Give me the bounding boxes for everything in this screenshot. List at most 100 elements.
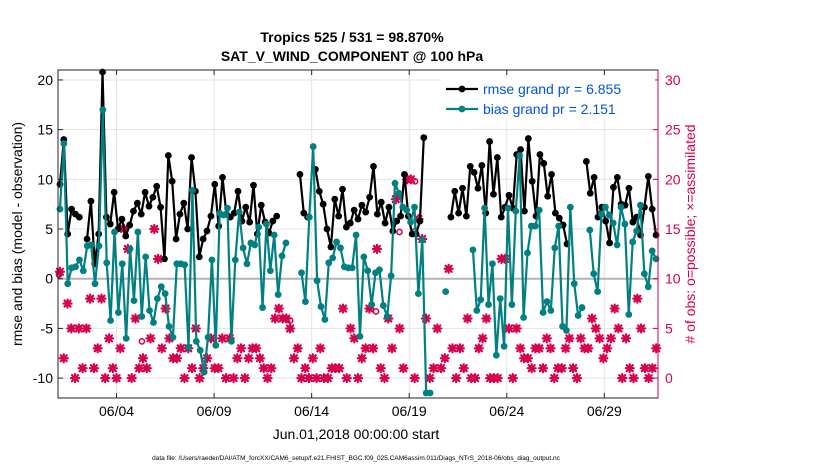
bias-point: [391, 179, 399, 187]
rmse-point: [377, 198, 385, 206]
bias-point: [333, 238, 340, 246]
bias-point: [79, 267, 87, 275]
rmse-point: [540, 160, 548, 167]
obs-assimilated-marker: [356, 353, 367, 364]
rmse-point: [544, 192, 552, 200]
rmse-point: [354, 215, 362, 223]
obs-assimilated-marker: [454, 343, 466, 354]
obs-assimilated-marker: [409, 373, 420, 384]
rmse-point: [250, 181, 257, 189]
rmse-point: [486, 138, 494, 145]
obs-assimilated-marker: [141, 363, 152, 374]
rmse-point: [462, 212, 470, 220]
rmse-point: [582, 158, 590, 165]
obs-assimilated-marker: [345, 323, 356, 334]
bias-point: [64, 280, 72, 288]
bias-point: [539, 309, 547, 316]
obs-assimilated-marker: [469, 373, 481, 384]
bias-point: [150, 319, 157, 326]
obs-assimilated-marker: [507, 373, 518, 384]
rmse-point: [493, 154, 501, 161]
rmse-point: [455, 209, 463, 217]
obs-assimilated-marker: [152, 253, 164, 264]
rmse-point: [110, 188, 118, 196]
obs-assimilated-marker: [262, 373, 273, 384]
bias-point: [235, 208, 243, 216]
rmse-point: [548, 170, 555, 178]
obs-assimilated-marker: [100, 373, 111, 384]
bias-point: [531, 222, 539, 230]
rmse-point: [195, 253, 203, 261]
rmse-point: [602, 217, 610, 225]
rmse-point: [315, 187, 323, 195]
obs-assimilated-marker: [77, 363, 88, 374]
rmse-point: [219, 173, 226, 181]
bias-point: [204, 333, 212, 341]
bias-point: [563, 327, 570, 334]
obs-assimilated-marker: [103, 333, 115, 344]
rmse-point: [366, 193, 374, 201]
obs-assimilated-marker: [334, 363, 345, 374]
bias-point: [637, 201, 644, 209]
x-tick-label: 06/19: [392, 403, 427, 419]
bias-point: [274, 291, 282, 299]
y-tick-label-right: 0: [665, 370, 673, 386]
rmse-point: [362, 208, 370, 216]
rmse-point: [358, 201, 366, 209]
bias-point: [492, 351, 500, 359]
obs-assimilated-marker: [432, 323, 443, 334]
obs-possible-marker: [411, 177, 419, 185]
rmse-point: [401, 170, 408, 178]
bias-point: [473, 307, 481, 314]
y-tick-label-right: 30: [665, 72, 681, 88]
obs-assimilated-marker: [186, 363, 198, 374]
rmse-point: [230, 209, 238, 217]
rmse-point: [133, 199, 141, 207]
obs-assimilated-marker: [171, 353, 183, 364]
rmse-point: [172, 235, 180, 243]
x-tick-label: 06/14: [294, 403, 329, 419]
bias-point: [126, 245, 134, 253]
bias-point: [95, 242, 103, 250]
bias-point: [60, 140, 68, 147]
bias-point: [481, 204, 489, 212]
obs-assimilated-marker: [537, 363, 549, 374]
obs-assimilated-marker: [258, 363, 269, 374]
bias-point: [387, 272, 395, 280]
rmse-point: [613, 173, 621, 181]
y-tick-label-right: 15: [665, 221, 681, 237]
bias-point: [309, 143, 317, 150]
obs-assimilated-marker: [632, 293, 643, 304]
obs-assimilated-marker: [251, 343, 262, 354]
obs-assimilated-marker: [492, 373, 503, 384]
obs-assimilated-marker: [635, 323, 647, 334]
bias-point: [231, 256, 239, 264]
y-tick-label-right: 5: [665, 320, 673, 336]
bias-point: [383, 313, 391, 320]
bias-point: [625, 311, 633, 318]
bias-point: [555, 222, 563, 230]
y-axis-label-left: rmse and bias (model - observation): [9, 122, 25, 346]
bias-point: [629, 238, 637, 246]
rmse-point: [184, 225, 192, 233]
obs-assimilated-marker: [386, 343, 398, 354]
rmse-point: [161, 255, 168, 263]
bias-point: [418, 236, 426, 244]
rmse-point: [420, 134, 428, 141]
rmse-point: [466, 163, 474, 170]
rmse-point: [203, 227, 211, 235]
obs-assimilated-marker: [590, 323, 601, 334]
obs-assimilated-marker: [556, 363, 567, 374]
rmse-point: [335, 212, 343, 220]
rmse-point: [521, 207, 528, 215]
chart-title-line-2: SAT_V_WIND_COMPONENT @ 100 hPa: [221, 48, 484, 64]
chart-title-line-1: Tropics 525 / 531 = 98.870%: [260, 29, 444, 45]
rmse-point: [451, 187, 459, 195]
obs-assimilated-marker: [126, 373, 137, 384]
series-lines: [56, 68, 660, 397]
bias-point: [243, 260, 251, 268]
obs-assimilated-marker: [394, 323, 405, 334]
rmse-point: [490, 190, 497, 198]
bias-point: [547, 307, 555, 314]
